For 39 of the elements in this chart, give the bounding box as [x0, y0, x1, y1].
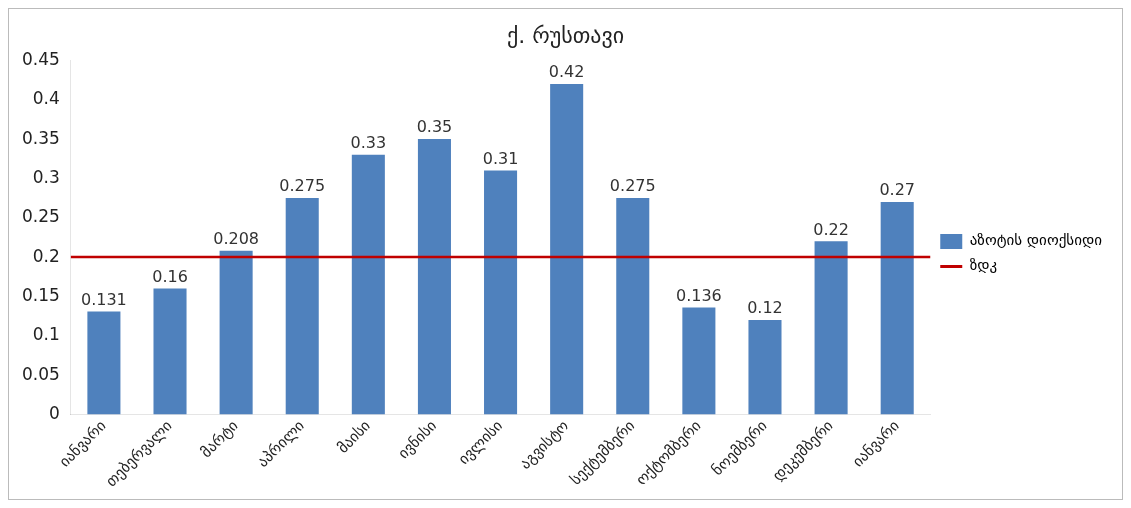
y-tick-label: 0	[49, 402, 60, 423]
data-label: 0.33	[350, 132, 387, 152]
y-tick-label: 0.2	[32, 245, 60, 266]
y-tick-label: 0.35	[21, 127, 60, 148]
bar	[417, 139, 451, 415]
data-label: 0.27	[879, 180, 916, 200]
bar	[814, 241, 848, 415]
y-tick-label: 0.1	[32, 324, 60, 345]
chart-title: ქ. რუსთავი	[506, 22, 625, 48]
y-tick-label: 0.05	[21, 363, 60, 384]
data-label: 0.31	[482, 148, 519, 168]
legend-label: აზოტის დიოქსიდი	[969, 231, 1103, 250]
data-label: 0.136	[675, 285, 722, 305]
bar	[550, 84, 584, 415]
y-tick-label: 0.4	[32, 88, 60, 109]
y-tick-label: 0.45	[21, 48, 60, 69]
bar	[153, 288, 187, 415]
data-label: 0.42	[548, 62, 585, 82]
data-label: 0.131	[81, 289, 127, 309]
bar	[87, 311, 121, 415]
y-tick-label: 0.15	[21, 284, 60, 305]
data-label: 0.16	[152, 266, 188, 286]
y-tick-label: 0.3	[32, 166, 60, 187]
data-label: 0.22	[813, 219, 849, 239]
data-label: 0.12	[747, 298, 783, 318]
bar	[880, 202, 914, 415]
bar	[682, 307, 716, 415]
y-tick-label: 0.25	[21, 206, 60, 227]
bar	[616, 198, 650, 415]
bar	[351, 154, 385, 415]
data-label: 0.275	[279, 176, 326, 196]
data-label: 0.275	[609, 176, 656, 196]
bar	[748, 320, 782, 415]
data-label: 0.208	[213, 228, 260, 248]
bar	[484, 170, 518, 415]
data-label: 0.35	[416, 117, 453, 137]
ref-line-label: ზდკ	[969, 256, 998, 275]
bar	[219, 250, 253, 415]
bar	[285, 198, 319, 415]
